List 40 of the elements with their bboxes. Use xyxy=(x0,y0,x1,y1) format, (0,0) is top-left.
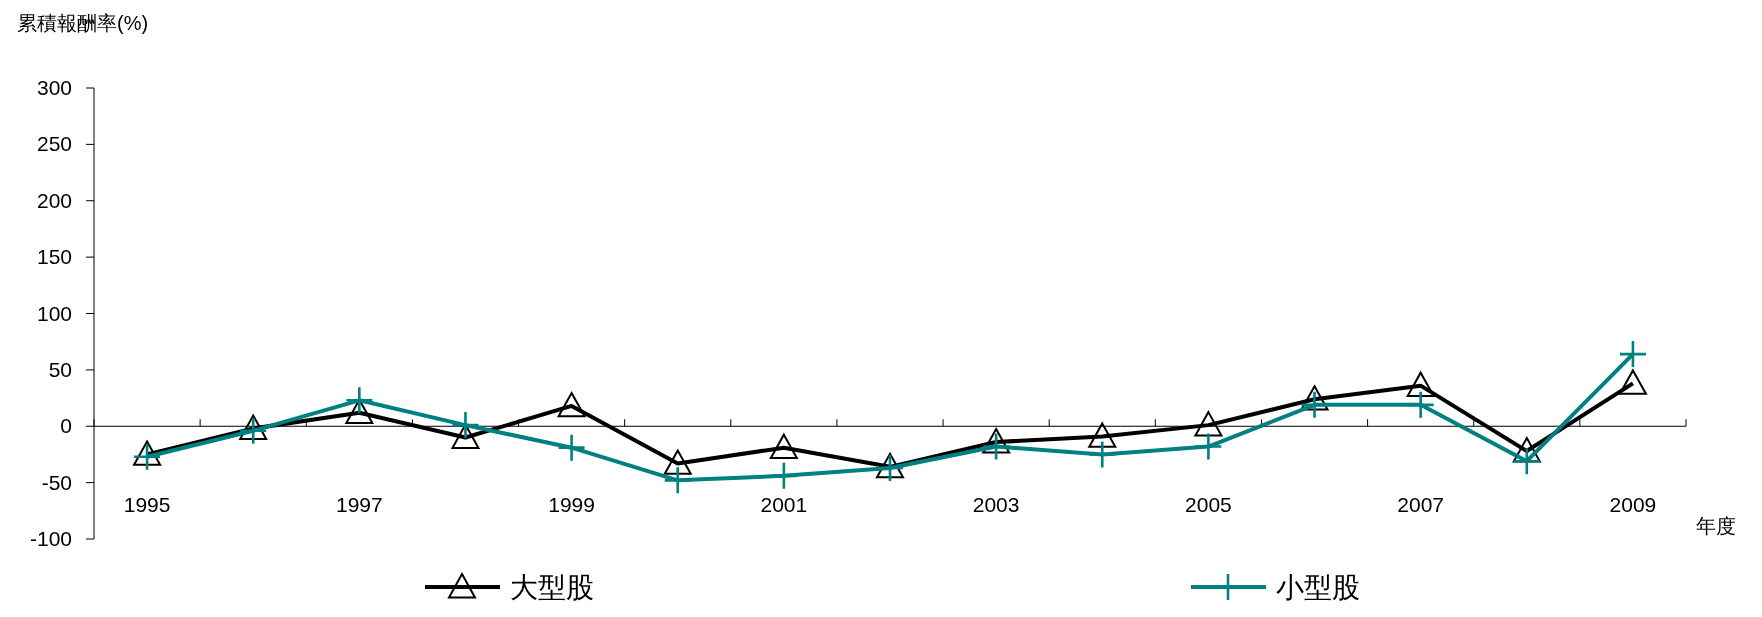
x-tick-label: 2005 xyxy=(1185,493,1232,517)
y-tick-label: -50 xyxy=(41,470,72,494)
y-tick-label: 200 xyxy=(36,188,72,212)
point xyxy=(1300,385,1329,411)
point xyxy=(1195,433,1222,460)
point xyxy=(346,387,373,414)
point xyxy=(1194,411,1223,437)
point xyxy=(1301,391,1328,418)
legend-label: 小型股 xyxy=(1276,572,1360,603)
point xyxy=(557,391,586,418)
x-tick-label: 2001 xyxy=(760,493,808,517)
x-axis-title: 年度 xyxy=(1696,515,1736,537)
x-tick-label: 2003 xyxy=(972,493,1020,517)
point xyxy=(452,412,479,439)
point xyxy=(769,433,798,460)
x-tick-label: 2007 xyxy=(1397,493,1445,517)
point xyxy=(558,434,585,461)
point xyxy=(1407,391,1434,418)
point xyxy=(982,428,1011,454)
point xyxy=(1618,369,1647,395)
y-tick-label: 0 xyxy=(60,414,72,438)
y-axis-title: 累積報酬率(%) xyxy=(17,12,149,34)
legend-label: 大型股 xyxy=(510,572,594,603)
point xyxy=(1513,448,1540,475)
point xyxy=(983,433,1010,460)
y-tick-label: 300 xyxy=(36,76,72,99)
point xyxy=(664,467,691,494)
x-tick-label: 1995 xyxy=(123,493,171,517)
y-tick-label: 150 xyxy=(36,245,72,269)
point xyxy=(1406,371,1435,398)
x-tick-label: 1999 xyxy=(548,493,595,517)
y-tick-label: 50 xyxy=(48,357,72,381)
y-tick-label: -100 xyxy=(29,527,72,550)
point xyxy=(1089,441,1116,468)
point xyxy=(663,449,692,475)
x-tick-label: 1997 xyxy=(335,493,383,517)
x-tick-label: 2009 xyxy=(1609,493,1657,517)
y-tick-label: 100 xyxy=(36,301,72,325)
point xyxy=(1088,422,1117,448)
y-tick-label: 250 xyxy=(36,132,72,156)
